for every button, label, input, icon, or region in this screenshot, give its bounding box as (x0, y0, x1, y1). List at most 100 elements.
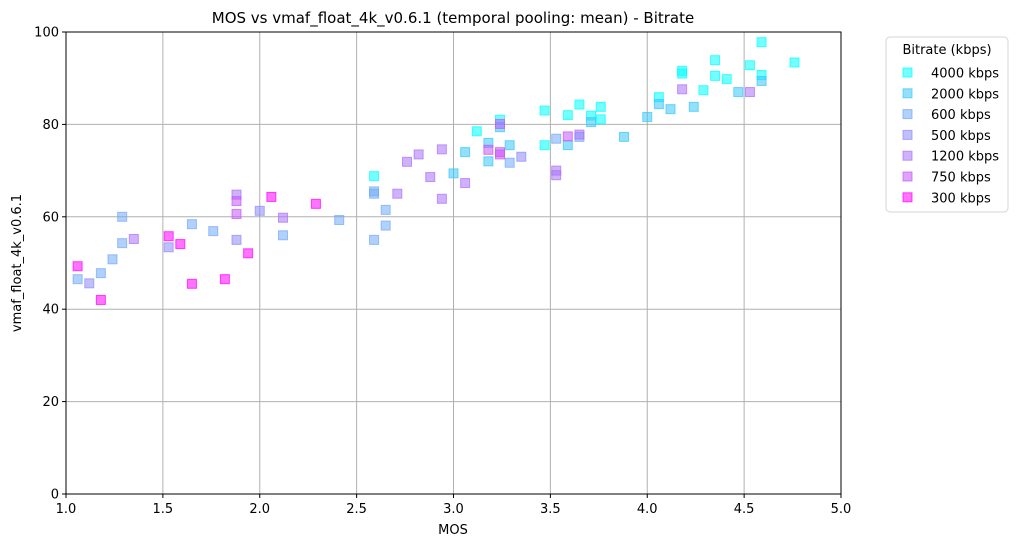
data-point (562, 131, 573, 142)
grid-lines (65, 31, 842, 495)
data-point (72, 261, 83, 272)
data-point (710, 55, 721, 66)
data-point (231, 234, 242, 245)
data-point (163, 231, 174, 242)
data-point (483, 144, 494, 155)
data-point (436, 144, 447, 155)
legend-label: 300 kbps (931, 191, 991, 206)
data-point (413, 149, 424, 160)
legend-label: 4000 kbps (931, 67, 999, 82)
data-point (471, 126, 482, 137)
data-point (642, 112, 653, 123)
x-tick-label: 2.5 (346, 502, 367, 517)
data-point (460, 147, 471, 158)
legend-marker (902, 192, 913, 203)
legend-marker (902, 109, 913, 120)
data-point (231, 209, 242, 220)
data-points (72, 37, 800, 305)
chart-title: MOS vs vmaf_float_4k_v0.6.1 (temporal po… (212, 9, 694, 28)
legend-marker (902, 129, 913, 140)
data-point (677, 84, 688, 95)
data-point (369, 234, 380, 245)
data-point (595, 101, 606, 112)
data-point (562, 110, 573, 121)
data-point (744, 60, 755, 71)
x-tick-label: 4.0 (637, 502, 658, 517)
data-point (95, 294, 106, 305)
data-point (278, 230, 288, 241)
data-point (756, 75, 767, 86)
series-750-kbps (231, 118, 573, 220)
y-tick-label: 0 (51, 488, 59, 503)
data-point (504, 157, 515, 168)
data-point (551, 170, 562, 181)
data-point (789, 57, 800, 68)
data-point (392, 188, 403, 199)
data-point (128, 233, 139, 244)
data-point (539, 140, 550, 151)
series-1200-kbps (128, 84, 755, 244)
legend-marker (902, 88, 913, 99)
data-point (231, 196, 242, 207)
y-tick-label: 40 (42, 303, 59, 318)
data-point (219, 274, 230, 285)
data-point (688, 101, 699, 112)
data-point (72, 274, 83, 285)
data-point (698, 85, 709, 96)
legend-label: 750 kbps (931, 171, 991, 186)
y-tick-label: 60 (42, 210, 59, 225)
data-point (117, 238, 128, 249)
data-point (756, 37, 767, 48)
x-tick-label: 1.5 (153, 502, 174, 517)
legend-title: Bitrate (kbps) (902, 43, 991, 58)
data-point (448, 168, 459, 179)
data-point (574, 99, 585, 110)
data-point (551, 133, 562, 144)
data-point (186, 219, 197, 230)
data-point (574, 129, 585, 140)
series-500-kbps (84, 151, 527, 289)
data-point (495, 118, 505, 129)
data-point (436, 193, 447, 204)
data-point (595, 114, 606, 125)
legend-items: 4000 kbps 2000 kbps 600 kbps 500 kbps 1200 k… (902, 67, 999, 206)
legend: Bitrate (kbps) 4000 kbps 2000 kbps 600 kbp… (885, 36, 1009, 213)
x-tick-label: 5.0 (831, 502, 852, 517)
data-point (278, 212, 288, 223)
data-point (243, 248, 254, 259)
data-point (107, 254, 118, 265)
data-point (665, 104, 676, 115)
data-point (310, 198, 321, 209)
data-point (562, 140, 573, 151)
x-tick-label: 3.0 (443, 502, 464, 517)
data-point (425, 172, 436, 183)
data-point (539, 105, 550, 116)
x-axis-title: MOS (438, 523, 468, 538)
data-point (402, 156, 412, 167)
data-point (586, 117, 597, 128)
data-point (369, 171, 380, 182)
y-axis-title: vmaf_float_4k_v0.6.1 (10, 194, 25, 332)
data-point (380, 204, 391, 215)
legend-label: 1200 kbps (931, 150, 999, 165)
data-point (710, 70, 721, 81)
data-point (504, 140, 515, 151)
series-600-kbps (72, 131, 585, 285)
data-point (733, 87, 744, 98)
data-point (84, 278, 95, 289)
y-tick-label: 20 (42, 395, 59, 410)
x-tick-label: 2.0 (249, 502, 270, 517)
data-point (744, 87, 755, 98)
data-point (495, 149, 505, 160)
y-axis-ticks: 0 20 40 60 80 100 (34, 26, 66, 503)
data-point (677, 68, 688, 79)
legend-box (885, 36, 1009, 213)
x-tick-label: 1.0 (56, 502, 77, 517)
data-point (516, 151, 527, 162)
legend-marker (902, 67, 913, 78)
legend-label: 500 kbps (931, 129, 991, 144)
y-tick-label: 100 (34, 26, 59, 41)
x-tick-label: 4.5 (734, 502, 755, 517)
data-point (334, 215, 345, 226)
